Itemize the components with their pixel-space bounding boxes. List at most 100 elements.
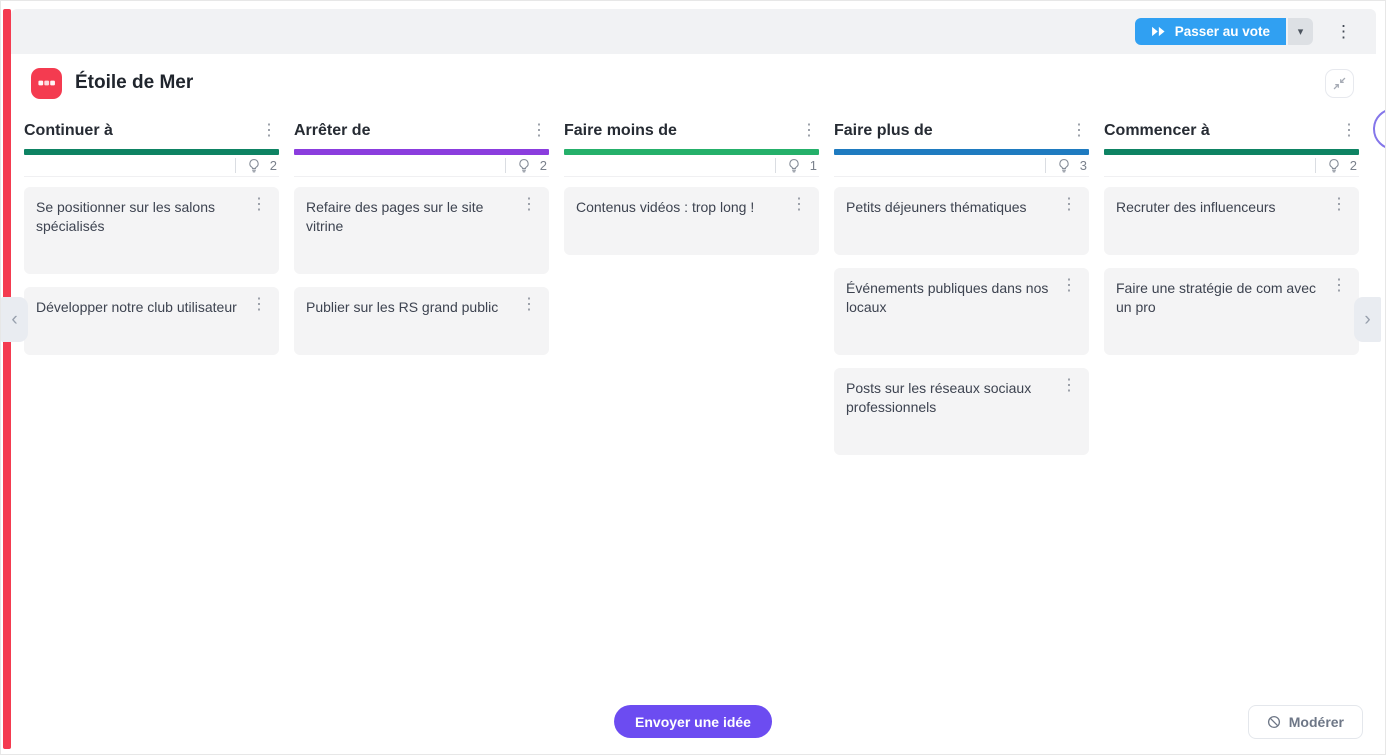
idea-card-text: Se positionner sur les salons spécialisé… xyxy=(36,199,215,234)
card-menu-button[interactable]: ⋮ xyxy=(1053,195,1085,215)
board-column: Faire plus de ⋮ 3 Petits déjeuners théma… xyxy=(834,113,1089,455)
participant-bubble xyxy=(1373,108,1385,150)
column-header: Continuer à ⋮ xyxy=(24,113,279,149)
idea-bulb-icon xyxy=(1327,158,1341,173)
idea-card-text: Faire une stratégie de com avec un pro xyxy=(1116,280,1316,315)
idea-count: 1 xyxy=(809,158,817,173)
column-title: Arrêter de xyxy=(294,122,371,139)
column-idea-counter: 2 xyxy=(24,155,279,177)
column-idea-counter: 2 xyxy=(294,155,549,177)
vote-button[interactable]: Passer au vote xyxy=(1134,18,1286,45)
board-column: Commencer à ⋮ 2 Recruter des influenceur… xyxy=(1104,113,1359,455)
board-columns: Continuer à ⋮ 2 Se positionner sur les s… xyxy=(24,113,1359,455)
left-accent-stripe xyxy=(3,9,11,749)
column-menu-button[interactable]: ⋮ xyxy=(1333,121,1359,141)
idea-card[interactable]: Événements publiques dans nos locaux ⋮ xyxy=(834,268,1089,355)
column-idea-counter: 2 xyxy=(1104,155,1359,177)
vote-button-label: Passer au vote xyxy=(1174,24,1270,39)
idea-card-text: Développer notre club utilisateur xyxy=(36,299,237,315)
column-color-bar xyxy=(24,149,279,155)
divider xyxy=(1044,158,1046,173)
column-header: Commencer à ⋮ xyxy=(1104,113,1359,149)
idea-bulb-icon xyxy=(517,158,531,173)
column-cards: Contenus vidéos : trop long ! ⋮ xyxy=(564,187,819,255)
idea-card[interactable]: Développer notre club utilisateur ⋮ xyxy=(24,287,279,355)
divider xyxy=(234,158,236,173)
column-header: Faire moins de ⋮ xyxy=(564,113,819,149)
idea-card-text: Contenus vidéos : trop long ! xyxy=(576,199,755,215)
board-header: Étoile de Mer xyxy=(11,63,1376,103)
collapse-button[interactable] xyxy=(1325,68,1354,98)
scroll-left-button[interactable]: ‹ xyxy=(1,297,28,342)
card-menu-button[interactable]: ⋮ xyxy=(783,195,815,215)
idea-count: 2 xyxy=(539,158,547,173)
chevron-left-icon: ‹ xyxy=(11,308,18,330)
collapse-icon xyxy=(1333,77,1346,90)
idea-card[interactable]: Faire une stratégie de com avec un pro ⋮ xyxy=(1104,268,1359,355)
column-idea-counter: 1 xyxy=(564,155,819,177)
column-title: Commencer à xyxy=(1104,122,1210,139)
moderate-button[interactable]: Modérer xyxy=(1247,705,1363,739)
card-menu-button[interactable]: ⋮ xyxy=(1053,376,1085,396)
retrospective-board-icon xyxy=(31,67,62,99)
idea-card-text: Publier sur les RS grand public xyxy=(306,299,499,315)
idea-bulb-icon xyxy=(1057,158,1071,173)
card-menu-button[interactable]: ⋮ xyxy=(513,295,545,315)
card-menu-button[interactable]: ⋮ xyxy=(513,195,545,215)
column-cards: Se positionner sur les salons spécialisé… xyxy=(24,187,279,355)
chevron-right-icon: › xyxy=(1364,308,1371,330)
column-menu-button[interactable]: ⋮ xyxy=(1063,121,1089,141)
idea-card-text: Événements publiques dans nos locaux xyxy=(846,280,1049,315)
idea-card[interactable]: Se positionner sur les salons spécialisé… xyxy=(24,187,279,274)
column-idea-counter: 3 xyxy=(834,155,1089,177)
column-title: Faire plus de xyxy=(834,122,933,139)
moderate-button-label: Modérer xyxy=(1288,714,1344,730)
column-color-bar xyxy=(834,149,1089,155)
idea-card[interactable]: Refaire des pages sur le site vitrine ⋮ xyxy=(294,187,549,274)
card-menu-button[interactable]: ⋮ xyxy=(243,295,275,315)
idea-card[interactable]: Contenus vidéos : trop long ! ⋮ xyxy=(564,187,819,255)
column-cards: Recruter des influenceurs ⋮ Faire une st… xyxy=(1104,187,1359,355)
card-menu-button[interactable]: ⋮ xyxy=(1323,195,1355,215)
idea-card-text: Refaire des pages sur le site vitrine xyxy=(306,199,484,234)
idea-card-text: Posts sur les réseaux sociaux profession… xyxy=(846,380,1032,415)
board-column: Continuer à ⋮ 2 Se positionner sur les s… xyxy=(24,113,279,455)
column-menu-button[interactable]: ⋮ xyxy=(253,121,279,141)
card-menu-button[interactable]: ⋮ xyxy=(243,195,275,215)
idea-card[interactable]: Publier sur les RS grand public ⋮ xyxy=(294,287,549,355)
divider xyxy=(504,158,506,173)
topbar-menu-button[interactable]: ⋮ xyxy=(1327,21,1360,42)
column-title: Faire moins de xyxy=(564,122,677,139)
idea-card-text: Petits déjeuners thématiques xyxy=(846,199,1027,215)
board-title: Étoile de Mer xyxy=(75,72,194,93)
idea-card[interactable]: Petits déjeuners thématiques ⋮ xyxy=(834,187,1089,255)
column-header: Arrêter de ⋮ xyxy=(294,113,549,149)
vote-dropdown-button[interactable]: ▾ xyxy=(1288,18,1313,45)
column-title: Continuer à xyxy=(24,122,113,139)
board-column: Faire moins de ⋮ 1 Contenus vidéos : tro… xyxy=(564,113,819,455)
chevron-down-icon: ▾ xyxy=(1297,26,1304,38)
idea-count: 2 xyxy=(1349,158,1357,173)
idea-count: 2 xyxy=(269,158,277,173)
idea-bulb-icon xyxy=(787,158,801,173)
prohibition-icon xyxy=(1267,715,1281,729)
board-column: Arrêter de ⋮ 2 Refaire des pages sur le … xyxy=(294,113,549,455)
column-color-bar xyxy=(1104,149,1359,155)
column-color-bar xyxy=(564,149,819,155)
column-menu-button[interactable]: ⋮ xyxy=(523,121,549,141)
scroll-right-button[interactable]: › xyxy=(1354,297,1381,342)
column-menu-button[interactable]: ⋮ xyxy=(793,121,819,141)
idea-card[interactable]: Posts sur les réseaux sociaux profession… xyxy=(834,368,1089,455)
idea-card[interactable]: Recruter des influenceurs ⋮ xyxy=(1104,187,1359,255)
card-menu-button[interactable]: ⋮ xyxy=(1323,276,1355,296)
divider xyxy=(774,158,776,173)
column-header: Faire plus de ⋮ xyxy=(834,113,1089,149)
fast-forward-icon xyxy=(1151,26,1166,37)
submit-idea-button[interactable]: Envoyer une idée xyxy=(614,705,772,738)
divider xyxy=(1314,158,1316,173)
topbar: Passer au vote ▾ ⋮ xyxy=(11,9,1376,54)
card-menu-button[interactable]: ⋮ xyxy=(1053,276,1085,296)
column-color-bar xyxy=(294,149,549,155)
column-cards: Refaire des pages sur le site vitrine ⋮ … xyxy=(294,187,549,355)
